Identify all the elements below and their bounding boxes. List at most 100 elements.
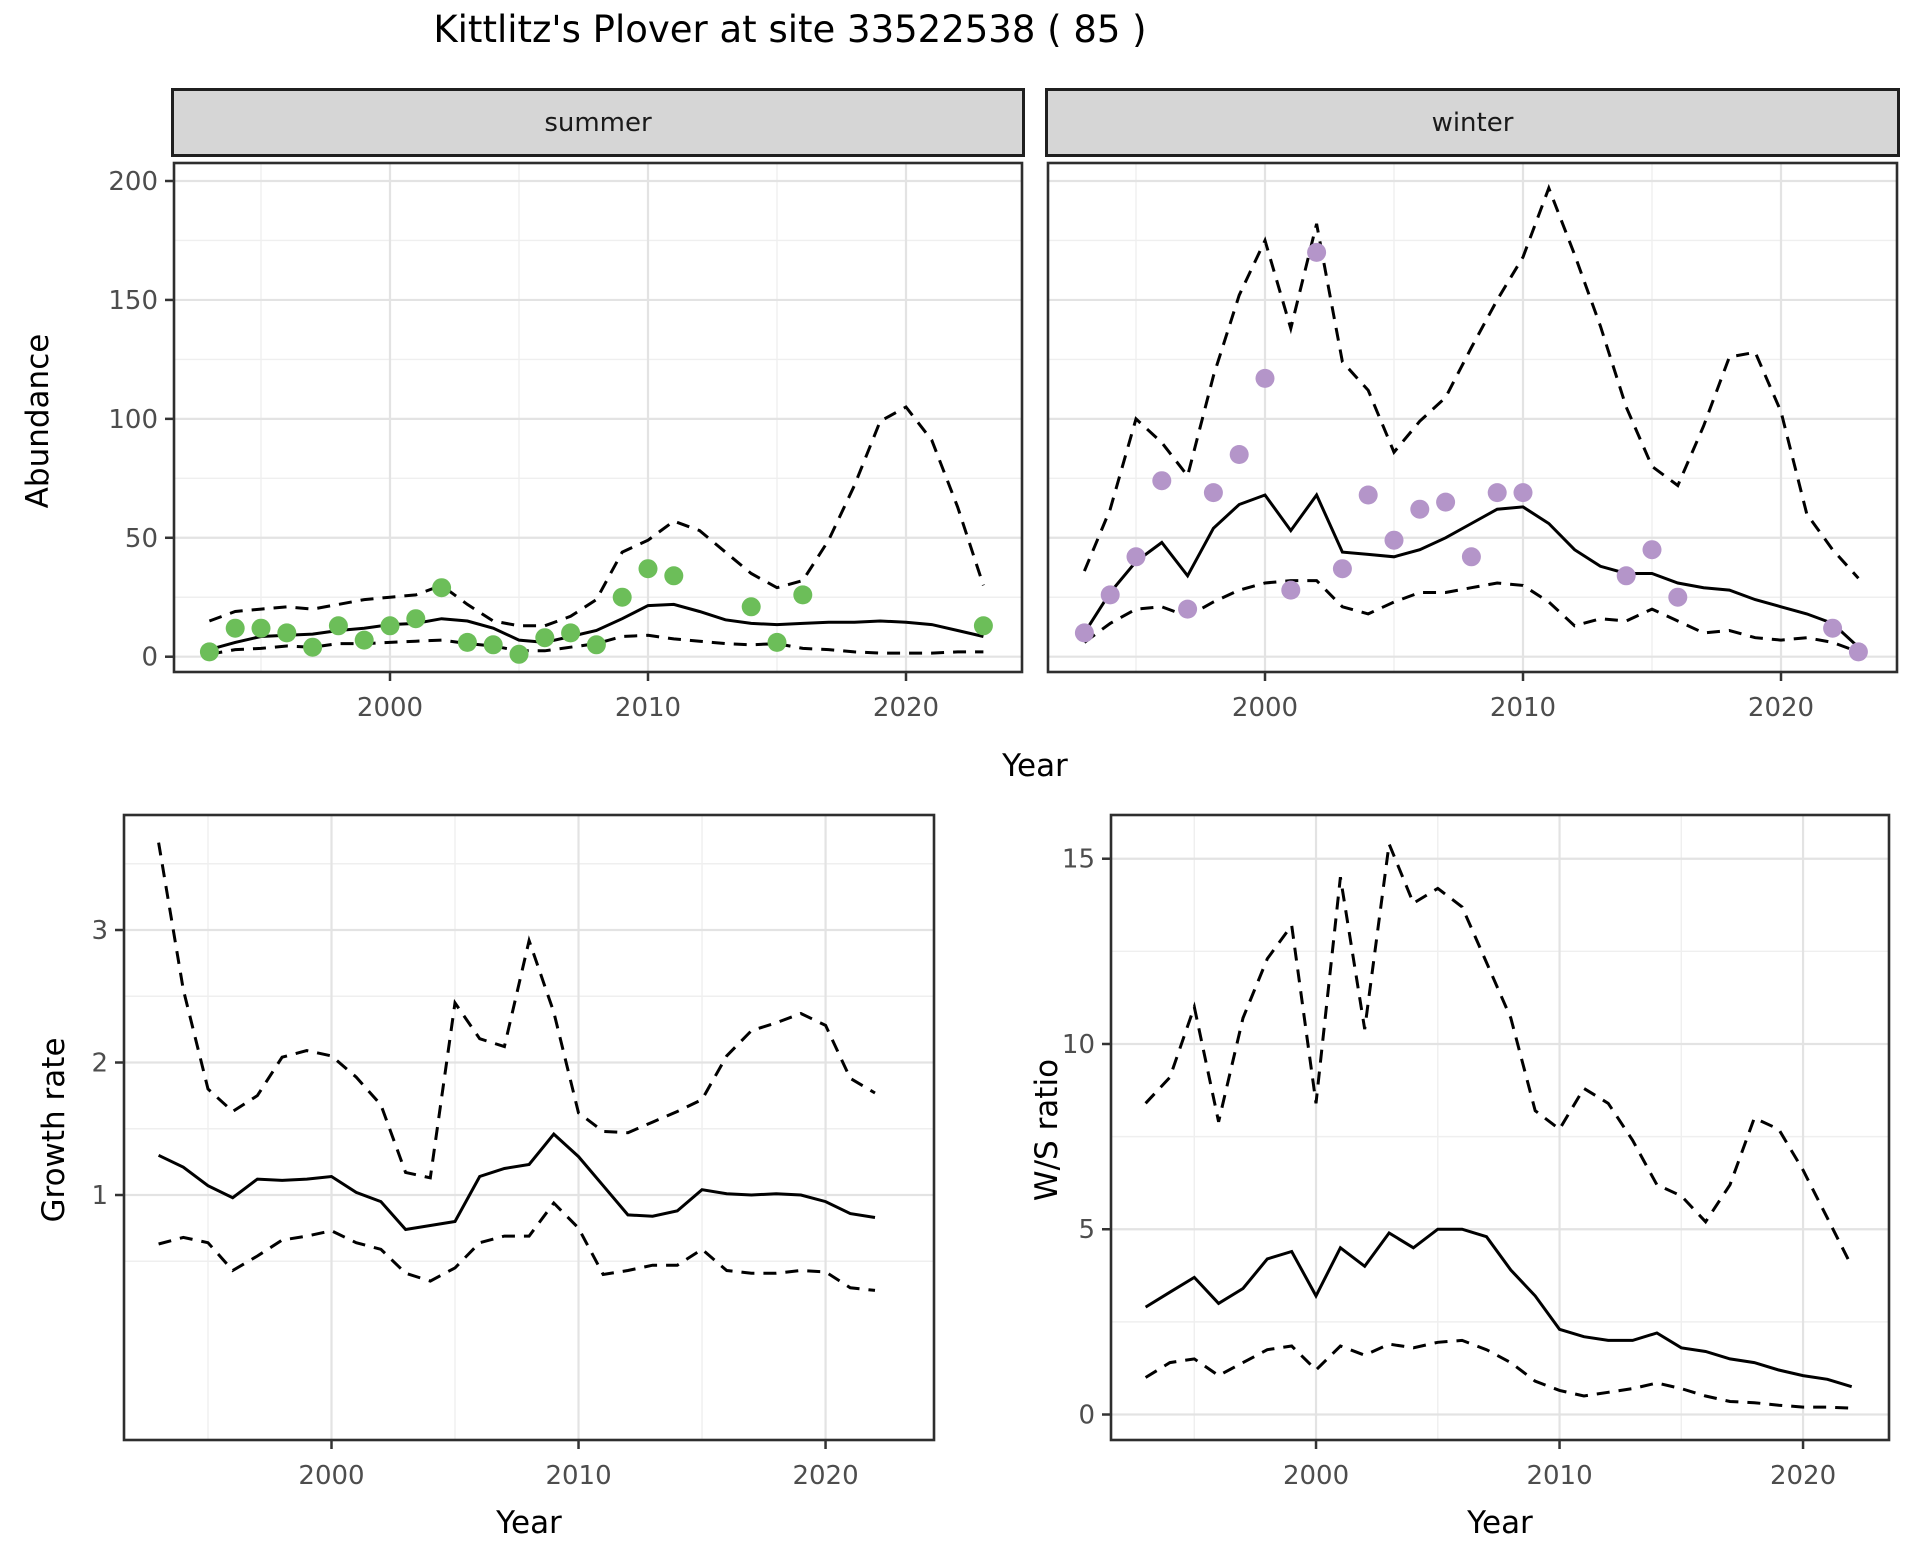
ci-upper-line	[1083, 183, 1860, 580]
data-point	[973, 616, 993, 636]
y-tick-label: 1	[91, 1181, 108, 1211]
data-point	[561, 623, 581, 643]
panel-background	[1111, 815, 1889, 1440]
data-point	[1100, 585, 1120, 605]
y-tick-label: 150	[108, 286, 158, 316]
x-tick-label: 2020	[1770, 1461, 1836, 1491]
bottom-left-xaxis-title: Year	[496, 1505, 562, 1541]
data-point	[406, 609, 426, 629]
median-line	[1083, 492, 1860, 649]
ci-lower-line	[158, 1200, 876, 1292]
data-point	[741, 597, 761, 617]
bottom-right-xaxis-title: Year	[1467, 1505, 1533, 1541]
data-point	[225, 618, 245, 638]
panel-border	[172, 161, 1024, 674]
data-point	[380, 616, 400, 636]
data-point	[1281, 580, 1301, 600]
ci-lower-line	[1083, 579, 1859, 654]
data-point	[1436, 492, 1456, 512]
growth-rate-panel: 2000 2010 2020 1 2 3	[91, 813, 936, 1491]
x-tick-label: 2020	[873, 693, 939, 723]
panel-background	[1048, 163, 1897, 672]
median-line	[1144, 1227, 1853, 1389]
median-line	[157, 1131, 876, 1232]
data-point	[1229, 445, 1249, 464]
ws-ratio-axis-title: W/S ratio	[1029, 1058, 1065, 1202]
facet-strip-summer-label: summer	[544, 107, 652, 138]
data-point	[767, 632, 787, 652]
data-point	[1410, 499, 1430, 519]
facet-strip-summer: summer	[171, 88, 1025, 157]
y-tick-label: 10	[1062, 1030, 1095, 1060]
y-tick-label: 5	[1078, 1215, 1095, 1245]
data-point	[199, 642, 219, 662]
panel-border	[1109, 813, 1891, 1442]
data-point	[1461, 547, 1481, 567]
growth-rate-axis-title: Growth rate	[36, 1037, 72, 1223]
data-point	[303, 637, 323, 657]
abundance-axis-title: Abundance	[20, 333, 56, 509]
data-point	[793, 585, 813, 605]
x-tick-label: 2020	[1748, 693, 1814, 723]
x-tick-label: 2010	[1490, 693, 1556, 723]
y-tick-label: 200	[108, 167, 158, 197]
y-tick-label: 50	[125, 524, 158, 554]
data-point	[1487, 483, 1507, 503]
data-point	[432, 578, 452, 598]
y-tick-label: 100	[108, 405, 158, 435]
x-tick-label: 2010	[545, 1461, 611, 1491]
x-tick-label: 2000	[298, 1461, 364, 1491]
data-point	[1823, 618, 1843, 638]
data-point	[586, 635, 606, 655]
top-xaxis-title: Year	[1002, 748, 1068, 784]
data-point	[1332, 559, 1352, 579]
facet-strip-winter: winter	[1045, 88, 1900, 157]
panel-border	[122, 813, 936, 1442]
data-point	[1616, 566, 1636, 586]
data-point	[1126, 547, 1146, 567]
data-point	[1668, 587, 1688, 607]
x-tick-label: 2010	[615, 693, 681, 723]
data-point	[1255, 368, 1275, 388]
y-tick-label: 0	[1078, 1401, 1095, 1431]
data-point	[1358, 485, 1378, 505]
facet-strip-winter-label: winter	[1431, 107, 1514, 138]
data-point	[638, 559, 658, 579]
data-point	[277, 623, 297, 643]
data-point	[1848, 642, 1868, 662]
x-tick-label: 2000	[357, 693, 423, 723]
data-point	[354, 630, 374, 650]
ci-lower-line	[209, 633, 984, 656]
data-point	[457, 632, 477, 652]
abundance-winter-panel: 2000 2010 2020	[1046, 161, 1899, 723]
data-point	[1203, 483, 1223, 503]
y-tick-label: 15	[1062, 845, 1095, 875]
y-tick-label: 0	[141, 643, 158, 673]
data-point	[1513, 483, 1533, 503]
data-point	[612, 587, 632, 607]
chart-title: Kittlitz's Plover at site 33522538 ( 85 …	[433, 8, 1147, 51]
x-tick-label: 2000	[1283, 1461, 1349, 1491]
y-tick-label: 3	[91, 916, 108, 946]
ci-upper-line	[157, 842, 876, 1180]
panel-border	[1046, 161, 1899, 674]
x-tick-label: 2020	[792, 1461, 858, 1491]
data-point	[483, 635, 503, 655]
data-point	[1384, 530, 1404, 550]
data-point	[328, 616, 348, 636]
ci-lower-line	[1144, 1338, 1852, 1410]
data-point	[535, 628, 555, 648]
x-tick-label: 2010	[1526, 1461, 1592, 1491]
ws-ratio-panel: 2000 2010 2020 0 5 10 15	[1062, 813, 1891, 1491]
panel-background	[174, 163, 1022, 672]
data-point	[1178, 599, 1198, 619]
y-tick-label: 2	[91, 1049, 108, 1079]
data-point	[1074, 623, 1094, 643]
data-point	[509, 644, 529, 664]
data-point	[664, 566, 684, 586]
data-point	[1642, 540, 1662, 560]
data-point	[1307, 242, 1327, 262]
data-point	[251, 618, 271, 638]
